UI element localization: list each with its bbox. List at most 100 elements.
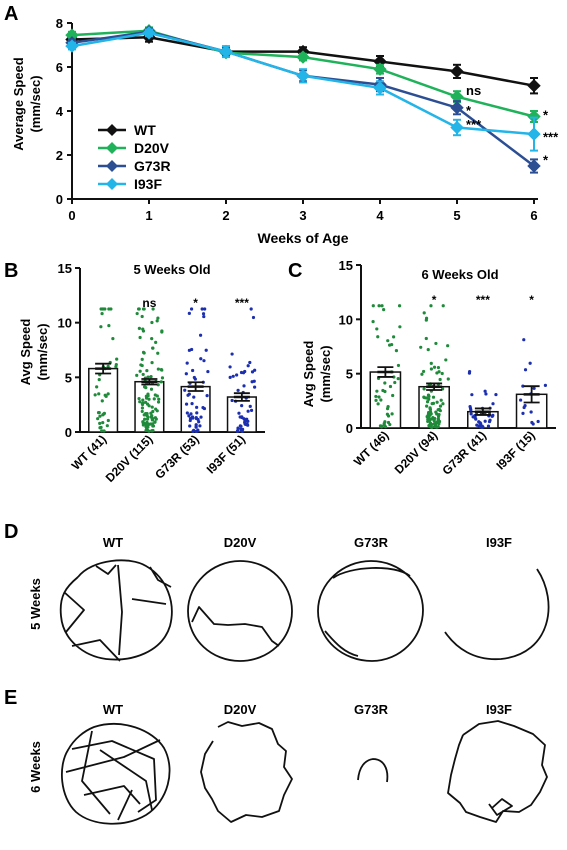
chart-b-data-point (243, 369, 247, 374)
chart-c-data-point (437, 422, 441, 426)
chart-b-data-point (189, 307, 194, 311)
track-6wk-d20v-label: D20V (224, 702, 257, 717)
chart-c-data-point (431, 395, 436, 399)
chart-c-data-point (388, 422, 392, 427)
chart-b-data-point (252, 379, 256, 383)
chart-c-data-point (430, 425, 434, 430)
chart-b-data-point (206, 369, 210, 374)
track-5wk-i93f-label: I93F (486, 535, 512, 550)
track-5wk-g73r (317, 560, 424, 662)
chart-b-data-point (192, 395, 196, 399)
chart-b-data-point (194, 423, 198, 427)
chart-b-data-point (202, 359, 206, 363)
chart-a-legend-marker-wt (106, 124, 118, 136)
track-5wk-wt (59, 559, 173, 662)
chart-b-data-point (146, 375, 150, 379)
chart-c-data-point (424, 336, 428, 341)
chart-a-point-i93f (219, 44, 233, 59)
chart-c-y-tick-label: 5 (346, 367, 353, 382)
chart-a-significance: * (543, 152, 549, 167)
chart-b-data-point (106, 418, 110, 423)
chart-a-y-tick-label: 0 (56, 192, 63, 207)
chart-c-data-point (432, 425, 437, 429)
chart-c-data-point (435, 400, 439, 404)
chart-b-data-point (193, 377, 197, 381)
chart-c-data-point (432, 365, 437, 369)
chart-b-data-point (188, 424, 192, 428)
chart-a-legend-marker-i93f (106, 178, 118, 190)
chart-c-data-point (428, 417, 432, 421)
chart-c-data-point (380, 304, 384, 308)
chart-b-data-point (150, 361, 154, 365)
chart-c-data-point (393, 380, 397, 385)
panel-label-b: B (4, 260, 18, 282)
chart-b-data-point (138, 400, 142, 404)
chart-b-data-point (140, 314, 144, 319)
chart-b-data-point (228, 375, 232, 379)
chart-c-y-tick-label: 15 (339, 258, 353, 273)
chart-b-data-point (96, 411, 101, 415)
chart-c-data-point (386, 414, 391, 418)
chart-a-point-g73r (450, 100, 464, 115)
chart-c-data-point (434, 341, 438, 346)
chart-b-data-point (102, 429, 106, 433)
chart-c-data-point (397, 304, 402, 308)
chart-c-data-point (522, 405, 526, 410)
chart-b-y-tick-label: 10 (58, 316, 72, 331)
chart-c-data-point (376, 402, 380, 406)
chart-b-title: 5 Weeks Old (133, 262, 210, 277)
chart-c-data-point (444, 358, 448, 362)
chart-b-data-point (141, 372, 145, 377)
chart-b-data-point (160, 329, 164, 333)
chart-a-legend-label-g73r: G73R (134, 158, 171, 174)
chart-b-data-point (230, 398, 234, 403)
chart-a-point-g73r (527, 159, 541, 173)
chart-c-data-point (486, 424, 491, 428)
panel-label-e: E (4, 687, 17, 709)
chart-b-data-point (98, 421, 102, 425)
chart-b-data-point (145, 426, 149, 430)
chart-c-data-point (478, 421, 482, 425)
chart-a-point-i93f (65, 39, 79, 53)
chart-c-data-point (473, 415, 477, 420)
chart-b-data-point (98, 414, 102, 418)
chart-c-bar: 0 5 10 15 WT (46) * D20V (94) *** G73R (41) * I93F… (339, 258, 556, 478)
chart-c-x-tick-label: D20V (94) (392, 428, 441, 477)
chart-c-data-point (484, 392, 488, 396)
chart-b-data-point (198, 424, 202, 428)
chart-b-ylabel-line2: (mm/sec) (35, 323, 50, 380)
chart-b-data-point (106, 392, 110, 396)
track-5wk-i93f (444, 568, 550, 661)
tracks-5-weeks: 5 Weeks WT D20V G73R I93F (28, 535, 550, 662)
chart-b-data-point (194, 425, 198, 429)
chart-a-y-tick-label: 4 (56, 104, 64, 119)
chart-c-significance: * (432, 293, 437, 307)
chart-b-data-point (160, 368, 164, 372)
track-6wk-wt (61, 723, 171, 825)
chart-b-data-point (246, 419, 250, 423)
chart-c-data-point (433, 422, 438, 426)
chart-a-point-i93f (450, 120, 464, 135)
chart-c-data-point (382, 308, 386, 312)
chart-b-data-point (150, 405, 154, 409)
chart-c-y-tick-label: 0 (346, 421, 353, 436)
chart-c-data-point (425, 400, 430, 404)
chart-c-data-point (422, 395, 426, 399)
chart-c-data-point (429, 304, 433, 308)
chart-b-data-point (199, 415, 203, 419)
tracks-6-weeks-row-label: 6 Weeks (28, 741, 43, 793)
chart-b-data-point (236, 388, 240, 392)
chart-c-data-point (437, 412, 441, 417)
chart-c-data-point (438, 404, 443, 408)
chart-b-data-point (111, 337, 115, 341)
chart-b-data-point (184, 402, 189, 406)
track-6wk-g73r (357, 758, 389, 783)
chart-b-data-point (203, 307, 207, 311)
chart-b-data-point (157, 397, 161, 401)
chart-c-data-point (419, 345, 423, 349)
chart-b-data-point (253, 385, 257, 389)
chart-c-data-point (375, 327, 379, 331)
chart-c-data-point (371, 320, 375, 324)
chart-b-data-point (135, 311, 139, 316)
